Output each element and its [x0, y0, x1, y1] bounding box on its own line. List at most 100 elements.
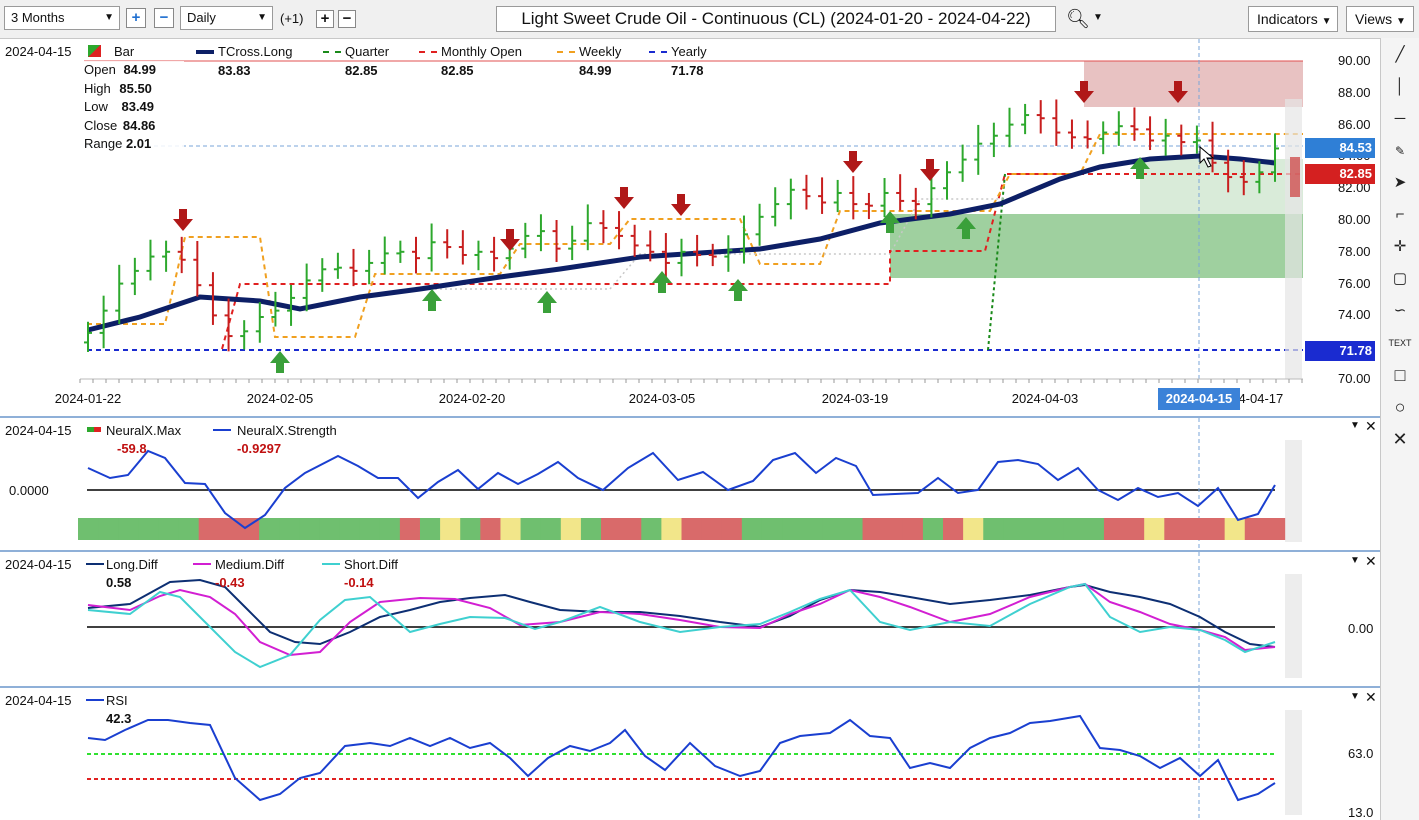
sell-arrow-icon — [173, 209, 193, 231]
neural-strip-cell — [1164, 518, 1185, 540]
comment-icon[interactable]: ▢ — [1392, 270, 1408, 287]
neural-strip-cell — [359, 518, 381, 540]
neural-chart[interactable] — [0, 418, 1380, 550]
price-chart[interactable]: 2024-01-22 2024-02-05 2024-02-20 2024-03-05… — [0, 39, 1380, 416]
medium-diff-line — [87, 582, 1276, 657]
price-axis-label: 74.00 — [1338, 307, 1371, 323]
legend-long-diff[interactable]: Long.Diff — [106, 557, 158, 572]
buy-arrow-icon — [880, 211, 900, 233]
price-badge-tcross: 84.53 — [1305, 138, 1375, 158]
neural-strip-cell — [560, 518, 582, 540]
legend-tcross-long-value: 83.83 — [218, 63, 251, 78]
rsi-line — [87, 714, 1276, 802]
price-panel[interactable]: 2024-01-22 2024-02-05 2024-02-20 2024-03-05… — [0, 39, 1380, 416]
legend-rsi[interactable]: RSI — [106, 693, 128, 708]
offset-label: (+1) — [280, 11, 304, 26]
x-axis-label: 2024-03-19 — [822, 391, 889, 406]
plus-icon[interactable]: + — [316, 10, 334, 28]
chevron-down-icon: ▼ — [257, 12, 267, 23]
close-icon[interactable]: ✕ — [1365, 418, 1377, 434]
sell-arrow-icon — [843, 151, 863, 173]
neural-strip-cell — [540, 518, 562, 540]
neural-strip-cell — [520, 518, 542, 540]
close-icon[interactable]: ✕ — [1365, 553, 1377, 569]
vertical-line-icon[interactable]: │ — [1395, 78, 1405, 95]
neuralx-max-swatch — [87, 427, 101, 432]
neural-strip-cell — [1124, 518, 1145, 540]
price-axis-label: 88.00 — [1338, 84, 1371, 100]
neural-strip-cell — [218, 518, 240, 540]
zoom-in-button[interactable]: + — [126, 8, 146, 28]
circle-icon[interactable]: ○ — [1394, 397, 1406, 417]
chevron-down-icon[interactable]: ▼ — [1093, 12, 1103, 23]
close-icon[interactable]: ✕ — [1365, 689, 1377, 705]
neural-strip-cell — [1103, 518, 1125, 540]
neural-strip-cell — [440, 518, 461, 540]
neural-strip-cell — [138, 518, 159, 540]
zoom-out-button[interactable]: − — [154, 8, 174, 28]
line-tool-icon[interactable]: ╱ — [1395, 46, 1405, 63]
future-shade — [1285, 440, 1302, 542]
short-diff-swatch — [322, 563, 340, 565]
close-icon[interactable]: ✕ — [1392, 429, 1408, 449]
text-tool-icon[interactable]: TEXT — [1388, 338, 1412, 348]
neural-strip-cell — [580, 518, 602, 540]
rsi-chart[interactable] — [0, 688, 1380, 820]
neural-strip-cell — [1184, 518, 1206, 540]
sell-arrow-icon — [1168, 81, 1188, 103]
neural-strip-cell — [98, 518, 119, 540]
neural-strip-cell — [1204, 518, 1226, 540]
legend-medium-diff[interactable]: Medium.Diff — [215, 557, 285, 572]
legend-neuralx-strength[interactable]: NeuralX.Strength — [237, 423, 337, 438]
neural-strip-cell — [601, 518, 622, 540]
step-line-icon[interactable]: ⌐ — [1395, 206, 1405, 223]
instrument-title[interactable]: Light Sweet Crude Oil - Continuous (CL) … — [496, 6, 1056, 32]
legend-weekly[interactable]: Weekly — [579, 44, 622, 59]
sell-arrow-icon — [920, 159, 940, 181]
chevron-down-icon[interactable]: ▼ — [1350, 420, 1360, 431]
legend-monthly-open[interactable]: Monthly Open — [441, 44, 522, 59]
legend-bar[interactable]: Bar — [114, 44, 135, 59]
pane-separator[interactable] — [0, 550, 1380, 552]
crosshair-icon[interactable]: ✛ — [1393, 238, 1407, 255]
diff-chart[interactable] — [0, 552, 1380, 686]
bar-color-icon — [88, 45, 101, 57]
neural-panel[interactable]: 2024-04-15 NeuralX.Max -59.8 NeuralX.Str… — [0, 418, 1380, 550]
cursor-arrow-icon[interactable]: ➤ — [1393, 174, 1407, 191]
views-label: Views — [1355, 11, 1393, 27]
minus-icon[interactable]: − — [338, 10, 356, 28]
future-shade — [1285, 710, 1302, 815]
price-axis-label: 76.00 — [1338, 275, 1371, 291]
chevron-down-icon: ▼ — [1395, 16, 1406, 27]
chevron-down-icon[interactable]: ▼ — [1350, 691, 1360, 702]
rectangle-icon[interactable]: □ — [1394, 365, 1406, 385]
neural-strip-cell — [279, 518, 300, 540]
x-axis-label: 2024-04-03 — [1012, 391, 1079, 406]
monthly-open-line — [221, 173, 1303, 350]
legend-quarter[interactable]: Quarter — [345, 44, 390, 59]
neural-strip-cell — [399, 518, 421, 540]
diff-panel[interactable]: 2024-04-15 Long.Diff 0.58 Medium.Diff -0… — [0, 552, 1380, 686]
legend-neuralx-max[interactable]: NeuralX.Max — [106, 423, 182, 438]
rsi-panel[interactable]: 2024-04-15 RSI 42.3 63.0 13.0 ▼ ✕ — [0, 688, 1380, 820]
legend-short-diff[interactable]: Short.Diff — [344, 557, 398, 572]
rsi-swatch — [86, 699, 104, 701]
pane-separator[interactable] — [0, 686, 1380, 688]
neural-strip-cell — [721, 518, 743, 540]
wave-icon[interactable]: ∽ — [1393, 302, 1407, 319]
chevron-down-icon[interactable]: ▼ — [1350, 555, 1360, 566]
neural-strip-cell — [500, 518, 522, 540]
legend-tcross-long[interactable]: TCross.Long — [218, 44, 293, 59]
pane-separator[interactable] — [0, 416, 1380, 418]
horizontal-line-icon[interactable]: ─ — [1394, 110, 1406, 127]
pen-icon[interactable]: ✎ — [1394, 144, 1406, 158]
indicators-button[interactable]: Indicators ▼ — [1248, 6, 1338, 32]
interval-select[interactable]: Daily ▼ — [180, 6, 273, 30]
search-icon[interactable]: 🔍︎ — [1066, 9, 1091, 30]
current-bar-marker — [1290, 157, 1300, 197]
legend-yearly[interactable]: Yearly — [671, 44, 707, 59]
range-select[interactable]: 3 Months ▼ — [4, 6, 120, 30]
rsi-date: 2024-04-15 — [5, 693, 72, 708]
sell-arrow-icon — [500, 229, 520, 251]
views-button[interactable]: Views ▼ — [1346, 6, 1414, 32]
